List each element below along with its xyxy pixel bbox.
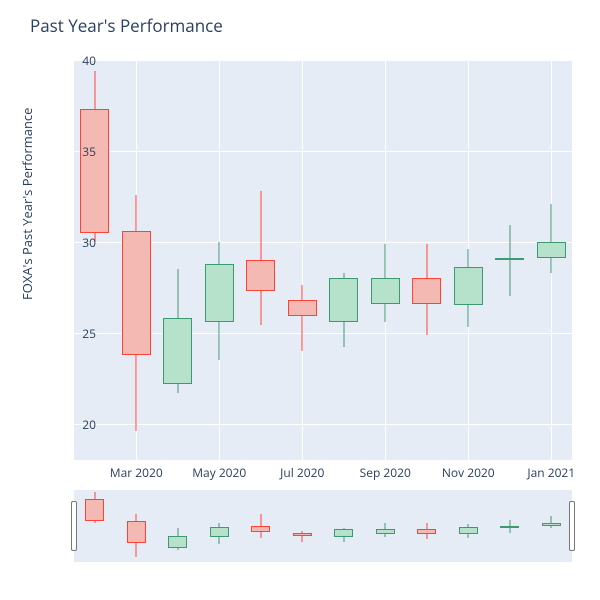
candle-body [205, 264, 234, 322]
candle [537, 60, 566, 460]
candle [417, 490, 436, 562]
candle-body [293, 533, 312, 536]
range-handle-left[interactable] [71, 501, 77, 551]
candle-body [334, 529, 353, 537]
candle-body [542, 523, 561, 526]
candle [495, 60, 524, 460]
candle [246, 60, 275, 460]
y-tick-label: 20 [56, 416, 96, 433]
candle-body [454, 267, 483, 305]
candle-body [537, 242, 566, 258]
candle [210, 490, 229, 562]
x-tick-label: Jan 2021 [527, 464, 575, 481]
candle [127, 490, 146, 562]
candle-body [329, 278, 358, 322]
candle-body [376, 529, 395, 534]
x-tick-label: Nov 2020 [442, 464, 495, 481]
y-tick-label: 35 [56, 143, 96, 160]
candle-body [122, 231, 151, 355]
candle [412, 60, 441, 460]
candle [454, 60, 483, 460]
candle [334, 490, 353, 562]
candle-body [80, 109, 109, 233]
candle-wick [302, 285, 303, 350]
y-axis-label: FOXA's Past Year's Performance [18, 108, 36, 300]
candle [163, 60, 192, 460]
candle [329, 60, 358, 460]
y-tick-label: 30 [56, 234, 96, 251]
candle-body [251, 526, 270, 532]
y-tick-label: 40 [56, 52, 96, 69]
main-plot-area [74, 60, 572, 460]
candle-wick [551, 204, 552, 273]
x-tick-label: Jul 2020 [280, 464, 324, 481]
candle [288, 60, 317, 460]
range-handle-right[interactable] [569, 501, 575, 551]
candle [542, 490, 561, 562]
x-tick-label: Mar 2020 [110, 464, 163, 481]
range-slider-area[interactable] [74, 490, 572, 562]
candle [80, 60, 109, 460]
y-tick-label: 25 [56, 325, 96, 342]
candle-wick [509, 225, 510, 296]
candle-body [168, 536, 187, 548]
candle [371, 60, 400, 460]
candle [168, 490, 187, 562]
chart-title: Past Year's Performance [30, 14, 223, 37]
candle-body [495, 258, 524, 260]
candle [500, 490, 519, 562]
candle [205, 60, 234, 460]
chart-wrap: Past Year's Performance FOXA's Past Year… [0, 0, 600, 600]
candle-body [412, 278, 441, 303]
candle-body [163, 318, 192, 383]
candle-body [127, 521, 146, 543]
candle [122, 60, 151, 460]
candle-body [371, 278, 400, 303]
candle [376, 490, 395, 562]
candle [459, 490, 478, 562]
candle [85, 490, 104, 562]
candle-body [246, 260, 275, 291]
candle [251, 490, 270, 562]
candle-body [85, 499, 104, 521]
candle [293, 490, 312, 562]
candle-wick [260, 191, 261, 326]
candle-body [210, 527, 229, 537]
candle-body [417, 529, 436, 534]
candle-body [459, 527, 478, 534]
x-tick-label: Sep 2020 [360, 464, 411, 481]
candle-body [288, 300, 317, 316]
candle-body [500, 526, 519, 528]
x-tick-label: May 2020 [192, 464, 246, 481]
